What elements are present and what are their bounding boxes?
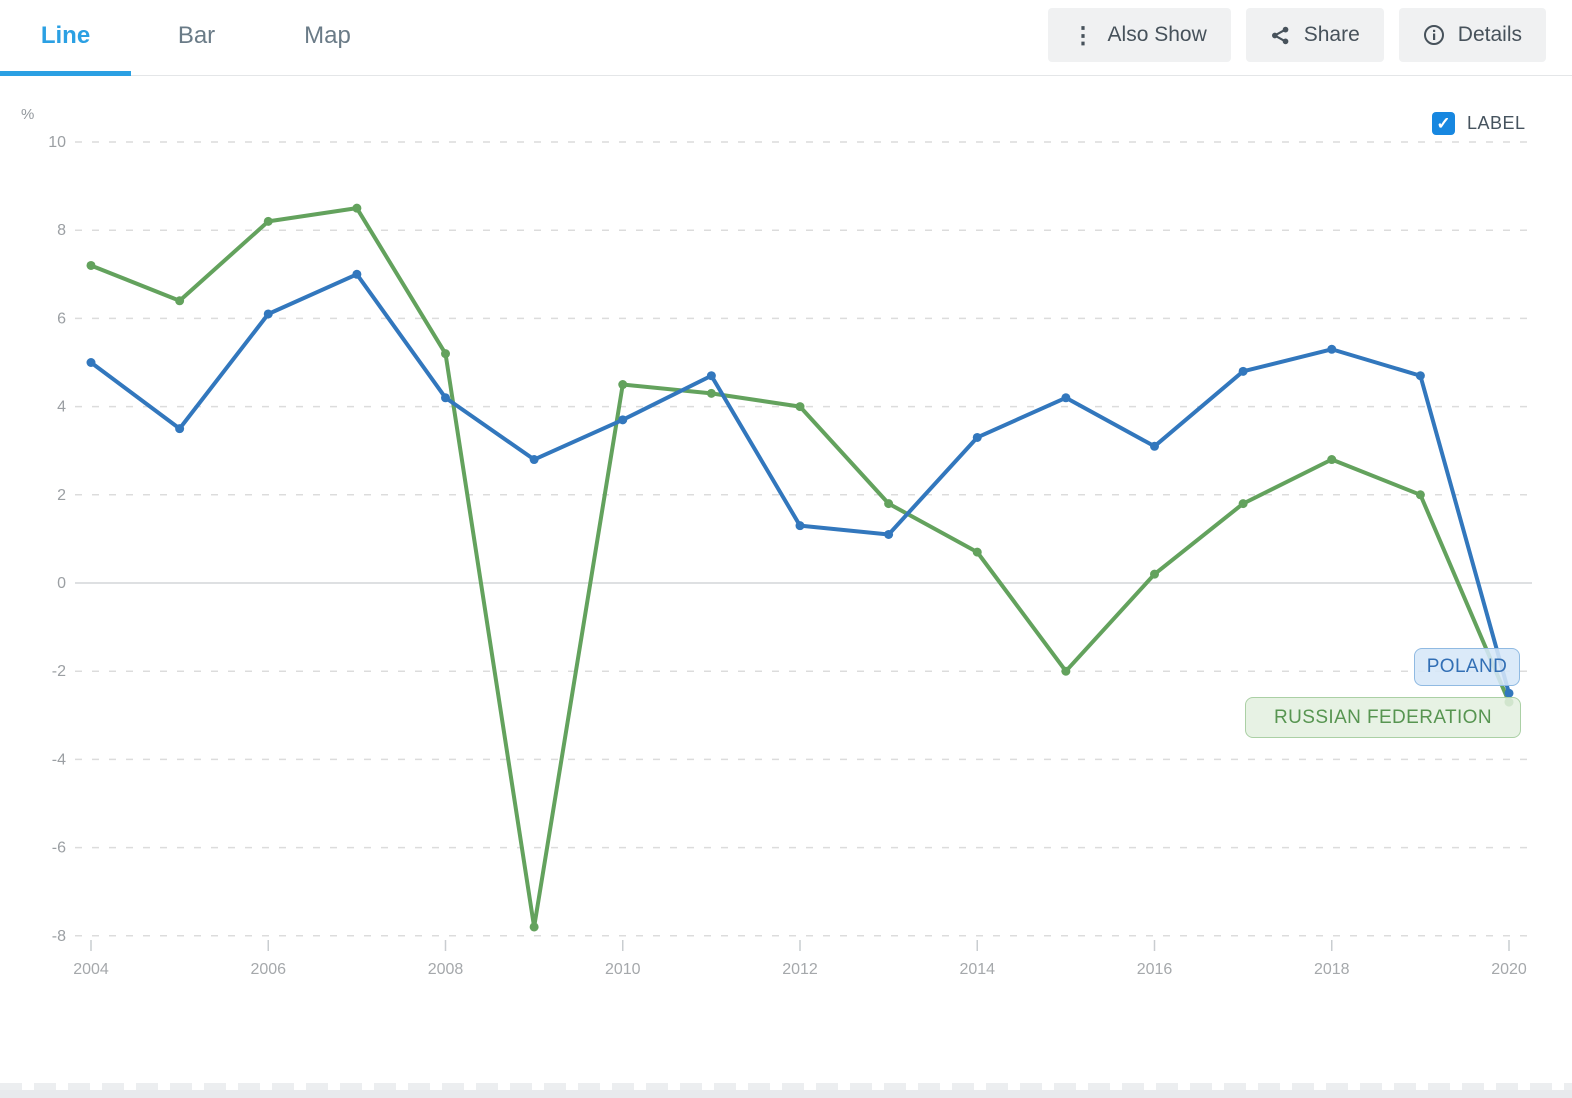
- data-point-russian-federation-2005[interactable]: [175, 296, 185, 306]
- tab-line[interactable]: Line: [0, 0, 131, 76]
- data-point-poland-2011[interactable]: [706, 371, 716, 381]
- data-point-russian-federation-2011[interactable]: [706, 388, 716, 398]
- y-tick-label: -8: [52, 928, 66, 945]
- data-point-poland-2014[interactable]: [972, 432, 982, 442]
- data-point-poland-2010[interactable]: [618, 415, 628, 425]
- data-point-russian-federation-2015[interactable]: [1061, 666, 1071, 676]
- series-label-russian-federation[interactable]: RUSSIAN FEDERATION: [1245, 697, 1521, 738]
- data-point-russian-federation-2018[interactable]: [1327, 455, 1337, 465]
- series-line-poland: [89, 272, 1511, 696]
- data-point-russian-federation-2014[interactable]: [972, 547, 982, 557]
- data-point-russian-federation-2013[interactable]: [884, 499, 894, 509]
- data-point-poland-2020[interactable]: [1504, 688, 1514, 698]
- data-point-poland-2012[interactable]: [795, 521, 805, 531]
- x-tick-label: 2012: [782, 961, 818, 978]
- details-button[interactable]: Details: [1398, 8, 1546, 62]
- data-point-russian-federation-2008[interactable]: [441, 349, 450, 359]
- details-label: Details: [1457, 23, 1522, 46]
- x-tick-label: 2008: [428, 961, 464, 978]
- y-axis-unit: %: [21, 106, 34, 123]
- data-point-poland-2008[interactable]: [441, 393, 450, 403]
- x-tick-label: 2010: [605, 961, 641, 978]
- kebab-menu-icon: ⋮: [1071, 21, 1095, 48]
- share-icon: [1270, 25, 1291, 46]
- data-point-russian-federation-2016[interactable]: [1150, 569, 1159, 579]
- y-tick-label: 8: [57, 222, 66, 239]
- data-point-poland-2006[interactable]: [263, 309, 273, 319]
- data-point-russian-federation-2017[interactable]: [1238, 499, 1248, 509]
- data-point-russian-federation-2007[interactable]: [352, 203, 362, 213]
- data-point-russian-federation-2019[interactable]: [1415, 490, 1425, 500]
- label-checkbox[interactable]: ✓: [1432, 112, 1455, 135]
- x-tick-label: 2016: [1137, 961, 1173, 978]
- y-tick-label: -6: [52, 840, 66, 857]
- series-label-poland[interactable]: POLAND: [1414, 648, 1520, 686]
- x-tick-label: 2020: [1491, 961, 1527, 978]
- data-point-russian-federation-2004[interactable]: [86, 260, 96, 270]
- bottom-divider: [0, 1090, 1572, 1098]
- data-point-russian-federation-2012[interactable]: [795, 402, 805, 412]
- also-show-button[interactable]: ⋮ Also Show: [1047, 8, 1231, 62]
- data-point-poland-2016[interactable]: [1150, 441, 1159, 451]
- data-point-russian-federation-2006[interactable]: [263, 216, 273, 226]
- data-point-poland-2015[interactable]: [1061, 393, 1071, 403]
- tab-map[interactable]: Map: [304, 22, 351, 49]
- x-tick-label: 2004: [73, 961, 109, 978]
- label-toggle[interactable]: ✓ LABEL: [1432, 112, 1526, 135]
- data-point-poland-2005[interactable]: [175, 424, 185, 434]
- series-line-russian-federation: [89, 206, 1511, 929]
- data-point-poland-2017[interactable]: [1238, 366, 1248, 376]
- share-label: Share: [1303, 23, 1360, 46]
- y-tick-label: 4: [57, 399, 66, 416]
- y-tick-label: -4: [52, 751, 66, 768]
- data-point-russian-federation-2009[interactable]: [529, 922, 539, 932]
- share-button[interactable]: Share: [1245, 8, 1384, 62]
- y-tick-label: -2: [52, 663, 66, 680]
- data-point-poland-2009[interactable]: [529, 455, 539, 465]
- next-section-peek: [0, 1083, 1572, 1090]
- also-show-label: Also Show: [1107, 23, 1207, 46]
- y-tick-label: 2: [57, 487, 66, 504]
- data-point-poland-2019[interactable]: [1415, 371, 1425, 381]
- toolbar: ⋮ Also Show Share: [1047, 8, 1546, 62]
- info-icon: [1423, 24, 1445, 46]
- tab-bar[interactable]: Bar: [177, 22, 216, 49]
- data-point-poland-2007[interactable]: [352, 269, 362, 279]
- x-tick-label: 2014: [959, 961, 995, 978]
- chart-header: Line Bar Map ⋮ Also Show Share: [0, 0, 1572, 76]
- view-tabs: Line Bar Map: [0, 0, 1572, 76]
- data-point-poland-2018[interactable]: [1327, 344, 1337, 354]
- data-point-russian-federation-2010[interactable]: [618, 380, 628, 390]
- y-tick-label: 10: [48, 134, 66, 151]
- data-point-poland-2004[interactable]: [86, 358, 96, 367]
- y-tick-label: 0: [57, 575, 66, 592]
- y-tick-label: 6: [57, 310, 66, 327]
- x-tick-label: 2018: [1314, 961, 1350, 978]
- label-toggle-text: LABEL: [1467, 113, 1526, 133]
- x-tick-label: 2006: [250, 961, 286, 978]
- data-point-poland-2013[interactable]: [884, 529, 894, 539]
